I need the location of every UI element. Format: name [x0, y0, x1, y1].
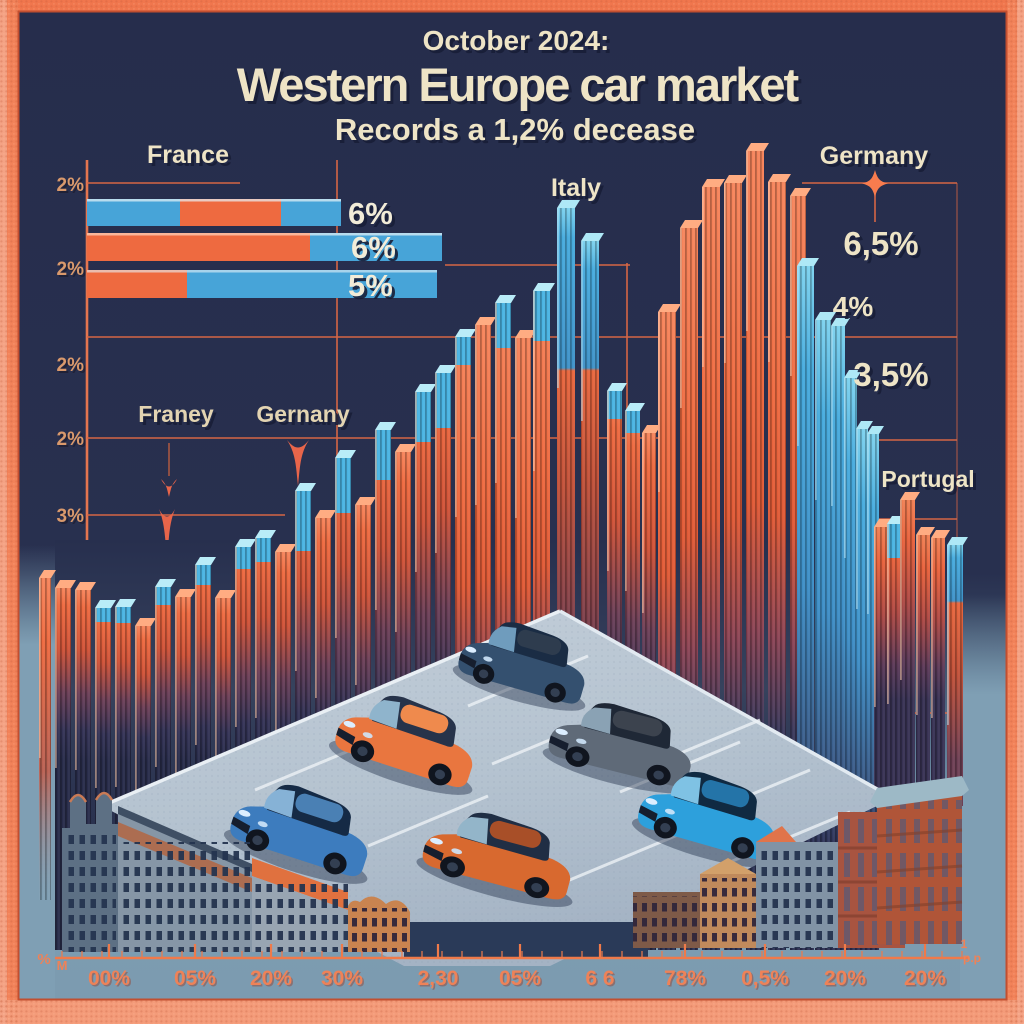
svg-text:20%: 20% [250, 967, 292, 990]
svg-text:October 2024:: October 2024: [423, 25, 610, 56]
svg-text:M: M [57, 958, 68, 973]
svg-text:20%: 20% [904, 967, 946, 990]
svg-text:4%: 4% [833, 291, 874, 322]
svg-text:3,5%: 3,5% [853, 356, 928, 393]
svg-text:78%: 78% [664, 967, 706, 990]
svg-text:France: France [147, 141, 229, 169]
svg-text:2,30: 2,30 [418, 967, 459, 990]
svg-text:2%: 2% [57, 175, 85, 196]
svg-text:Western Europe car market: Western Europe car market [237, 58, 800, 111]
svg-text:2%: 2% [57, 355, 85, 376]
svg-text:3%: 3% [57, 506, 85, 527]
svg-text:05%: 05% [499, 967, 541, 990]
svg-text:5%: 5% [348, 268, 393, 303]
svg-text:1: 1 [961, 937, 968, 951]
svg-text:Italy: Italy [551, 174, 601, 202]
svg-text:6%: 6% [351, 230, 396, 265]
svg-text:2%: 2% [57, 429, 85, 450]
svg-text:0,5%: 0,5% [741, 967, 789, 990]
svg-text:6 6: 6 6 [585, 967, 614, 990]
svg-text:6,5%: 6,5% [843, 225, 918, 262]
svg-text:2%: 2% [57, 259, 85, 280]
svg-text:Portugal: Portugal [881, 466, 974, 492]
svg-text:Records a 1,2% decease: Records a 1,2% decease [335, 112, 695, 147]
svg-text:%: % [37, 951, 50, 968]
svg-text:05%: 05% [174, 967, 216, 990]
svg-text:p.p: p.p [963, 951, 981, 965]
svg-text:20%: 20% [824, 967, 866, 990]
svg-text:00%: 00% [88, 967, 130, 990]
svg-text:Franey: Franey [138, 401, 214, 427]
svg-text:Germany: Germany [820, 142, 928, 170]
svg-text:30%: 30% [321, 967, 363, 990]
svg-text:Gernany: Gernany [256, 401, 350, 427]
svg-text:6%: 6% [348, 196, 393, 231]
